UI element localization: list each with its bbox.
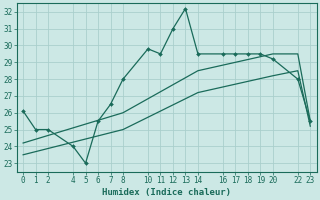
X-axis label: Humidex (Indice chaleur): Humidex (Indice chaleur) — [102, 188, 231, 197]
